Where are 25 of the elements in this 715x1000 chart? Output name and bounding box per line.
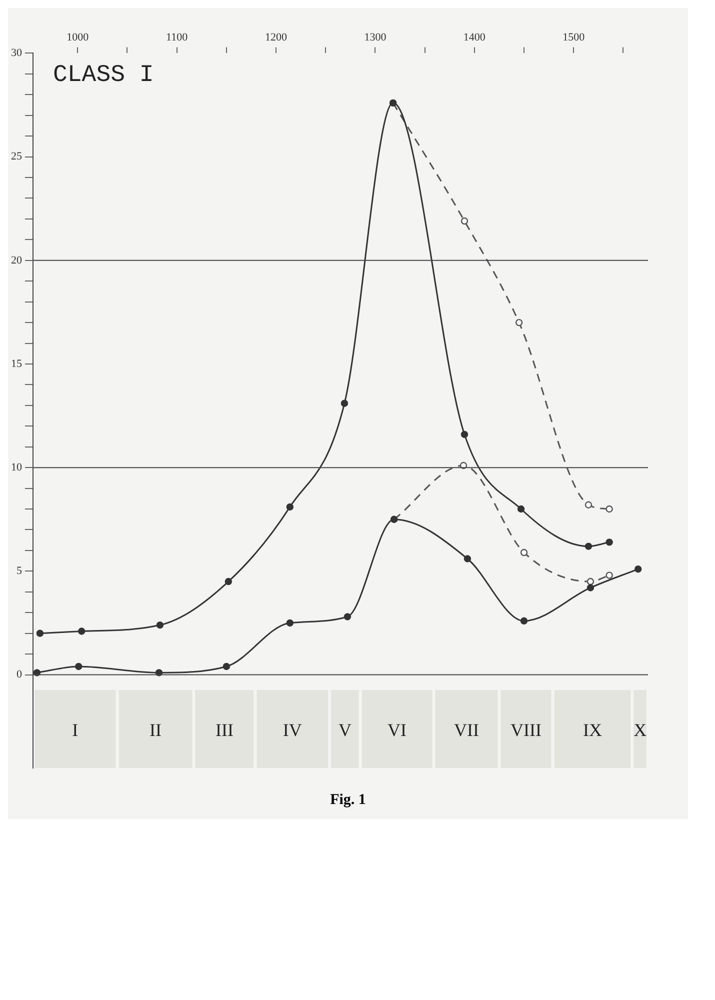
band-label: VI — [388, 720, 407, 740]
y-tick-label: 0 — [16, 668, 22, 681]
x-tick-label: 1500 — [562, 31, 586, 44]
x-tick-label: 1200 — [265, 31, 288, 44]
x-tick-label: 1100 — [166, 31, 188, 44]
y-tick-label: 25 — [11, 150, 22, 163]
band-label: V — [338, 720, 352, 740]
band-label: VII — [454, 720, 479, 740]
band-label: I — [72, 720, 78, 740]
x-tick-label: 1300 — [364, 31, 387, 44]
y-tick-label: 15 — [11, 358, 22, 370]
band-label: X — [634, 720, 647, 740]
band-label: VIII — [510, 720, 542, 740]
band-label: IV — [282, 720, 302, 740]
band-label: III — [215, 720, 234, 740]
x-tick-label: 1400 — [463, 31, 486, 44]
caption: Fig. 1 — [329, 792, 367, 809]
y-tick-label: 30 — [11, 47, 22, 60]
x-tick-label: 1000 — [66, 31, 90, 44]
chart-title: CLASS I — [53, 62, 154, 90]
y-tick-label: 20 — [11, 254, 22, 266]
y-tick-label: 10 — [11, 461, 22, 474]
y-tick-label: 5 — [16, 565, 22, 578]
band-label: II — [150, 720, 162, 740]
band-label: IX — [582, 720, 602, 740]
